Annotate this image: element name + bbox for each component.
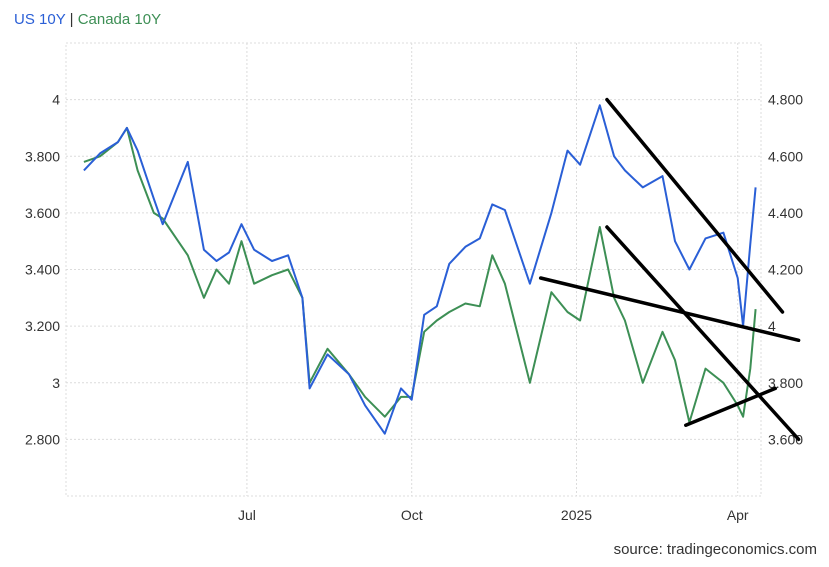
x-tick-label: 2025	[561, 507, 592, 523]
right-tick-label: 4.400	[768, 205, 803, 221]
left-axis-ticks: 2.800 3 3.200 3.400 3.600 3.800 4	[25, 92, 60, 448]
left-tick-label: 3.200	[25, 318, 60, 334]
right-tick-label: 4	[768, 318, 776, 334]
left-tick-label: 4	[52, 92, 60, 108]
trend-lines	[538, 97, 801, 442]
left-tick-label: 3.800	[25, 148, 60, 164]
x-tick-label: Apr	[727, 507, 749, 523]
right-tick-label: 4.800	[768, 92, 803, 108]
right-tick-label: 3.800	[768, 375, 803, 391]
trend-line	[684, 386, 778, 427]
source-label: source: tradingeconomics.com	[613, 541, 817, 558]
x-tick-label: Jul	[238, 507, 256, 523]
left-tick-label: 3.400	[25, 262, 60, 278]
left-tick-label: 3	[52, 375, 60, 391]
us-10y-line	[83, 104, 757, 435]
right-tick-label: 4.200	[768, 262, 803, 278]
grid-lines	[65, 42, 762, 497]
x-axis-ticks: Jul Oct 2025 Apr	[238, 507, 749, 523]
legend-canada-10y[interactable]: Canada 10Y	[77, 11, 162, 28]
series-lines	[83, 104, 757, 435]
canada-10y-line	[83, 126, 757, 424]
left-tick-label: 2.800	[25, 431, 60, 447]
chart-legend: US 10Y | Canada 10Y	[14, 11, 161, 28]
right-tick-label: 4.600	[768, 148, 803, 164]
legend-separator: |	[69, 11, 74, 28]
left-tick-label: 3.600	[25, 205, 60, 221]
legend-us-10y[interactable]: US 10Y	[14, 11, 66, 28]
trend-line	[538, 276, 801, 343]
trend-line	[605, 97, 785, 314]
x-tick-label: Oct	[401, 507, 423, 523]
trend-line	[605, 225, 801, 442]
